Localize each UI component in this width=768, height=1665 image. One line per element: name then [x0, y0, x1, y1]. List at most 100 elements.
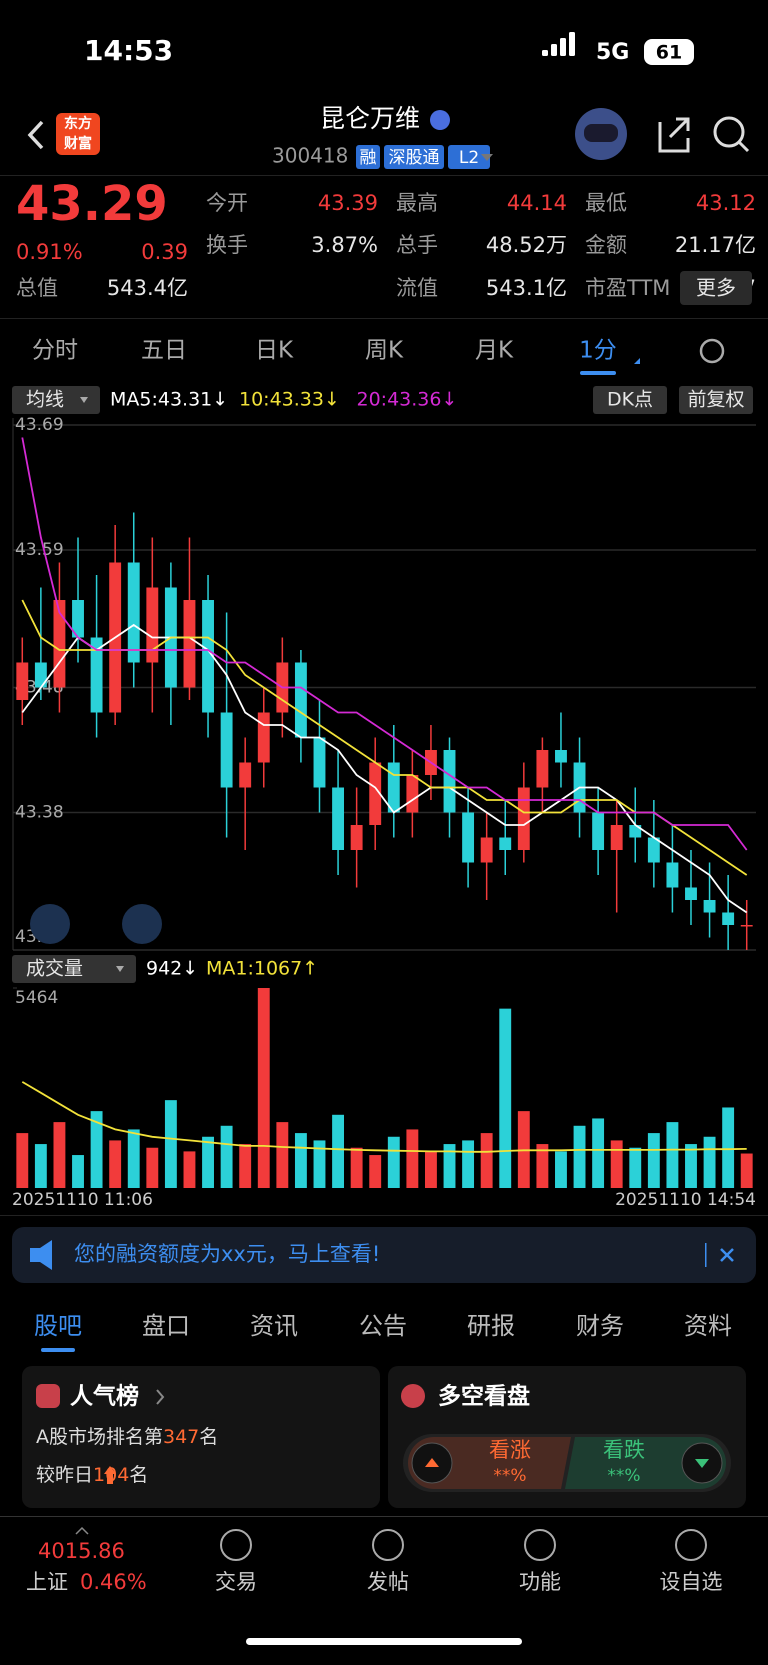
- quote-label: 市盈TTM: [585, 276, 670, 300]
- card-segment: 名: [129, 1464, 148, 1486]
- info-tab[interactable]: 财务: [576, 1312, 624, 1340]
- chart-control[interactable]: [30, 904, 70, 944]
- candle-body: [369, 762, 382, 825]
- volume-bar: [703, 1136, 716, 1188]
- legend-box[interactable]: [12, 955, 136, 983]
- chart-button[interactable]: [593, 386, 667, 414]
- signal-bar: [560, 38, 566, 56]
- volume-bar: [722, 1107, 735, 1188]
- candle-body: [183, 600, 196, 688]
- settings-button[interactable]: [699, 338, 725, 364]
- candle-body: [555, 750, 567, 763]
- vote-down[interactable]: [565, 1437, 726, 1489]
- legend-caret: [80, 397, 88, 403]
- more-button[interactable]: [680, 271, 752, 305]
- nav-label[interactable]: 设自选: [660, 1570, 723, 1594]
- candle-body: [592, 812, 605, 850]
- volume-bar: [239, 1144, 252, 1188]
- legend-box-text: 均线: [26, 389, 64, 411]
- nav-label[interactable]: 功能: [519, 1570, 561, 1594]
- info-tab[interactable]: 资料: [684, 1312, 732, 1340]
- volume-bar: [183, 1151, 196, 1188]
- x-tick-label: 20251110 11:06: [12, 1190, 153, 1210]
- info-tab[interactable]: 股吧: [34, 1312, 82, 1340]
- volume-bar: [406, 1129, 419, 1188]
- volume-bar: [443, 1144, 456, 1188]
- period-tab[interactable]: 分时: [32, 338, 78, 364]
- vote-up[interactable]: [408, 1437, 571, 1489]
- quote-label: 总手: [396, 233, 438, 257]
- legend-item: 20:43.36↓: [357, 389, 458, 411]
- volume-bar: [34, 1144, 47, 1188]
- volume-bar: [127, 1129, 140, 1188]
- divider: [0, 1516, 768, 1517]
- card-segment: 较昨日: [36, 1464, 93, 1486]
- volume-bar: [555, 1151, 567, 1188]
- candle-body: [499, 837, 512, 850]
- period-tab[interactable]: 1分: [579, 338, 617, 364]
- nav-label[interactable]: 发帖: [367, 1570, 409, 1594]
- status-time: 14:53: [84, 34, 173, 67]
- nav-label[interactable]: 交易: [215, 1570, 257, 1594]
- y-tick-label: 5464: [15, 988, 58, 1008]
- quote-label: 流值: [396, 276, 438, 300]
- card-line: A股市场排名第347名: [36, 1426, 218, 1448]
- period-tab[interactable]: 月K: [475, 338, 514, 364]
- nav-icon[interactable]: [524, 1529, 556, 1561]
- banner[interactable]: [12, 1227, 756, 1283]
- quote-label: 最低: [585, 191, 627, 215]
- legend-box[interactable]: [12, 386, 100, 414]
- card-line: 较昨日104名: [36, 1464, 148, 1486]
- period-tab[interactable]: 日K: [255, 338, 294, 364]
- share-button[interactable]: [658, 117, 690, 153]
- volume-bar: [592, 1118, 605, 1188]
- candle-body: [406, 775, 419, 813]
- up-arrow: [104, 1466, 116, 1484]
- tab-corner: [634, 358, 640, 364]
- volume-bar: [313, 1140, 326, 1188]
- quote-label: 今开: [206, 191, 248, 215]
- y-tick-label: 43.59: [15, 540, 64, 560]
- vote-value: **%: [493, 1466, 526, 1486]
- badge-text: 融: [360, 148, 377, 168]
- badge-text: L2: [459, 148, 479, 168]
- volume-bar: [499, 1008, 512, 1188]
- banner-close[interactable]: [720, 1248, 734, 1262]
- info-tab[interactable]: 资讯: [250, 1312, 298, 1340]
- candle-body: [332, 787, 345, 850]
- quote-value: 3.87%: [311, 233, 378, 257]
- candle-body: [610, 825, 623, 850]
- candle-body: [257, 712, 270, 763]
- y-tick-label: 43.69: [15, 415, 64, 435]
- info-tab[interactable]: 公告: [359, 1312, 407, 1340]
- nav-icon[interactable]: [372, 1529, 404, 1561]
- status-network: 5G: [596, 40, 629, 65]
- candle-body: [350, 825, 363, 850]
- back-button[interactable]: [27, 120, 44, 150]
- chart-button[interactable]: [679, 386, 753, 414]
- info-tab[interactable]: 研报: [467, 1312, 515, 1340]
- banner-separator: [705, 1243, 707, 1267]
- info-tab[interactable]: 盘口: [142, 1312, 190, 1340]
- nav-icon[interactable]: [220, 1529, 252, 1561]
- more-text: 更多: [696, 276, 736, 300]
- volume-bar: [146, 1147, 159, 1188]
- search-button[interactable]: [713, 116, 745, 148]
- period-tab[interactable]: 周K: [365, 338, 404, 364]
- candle-body: [34, 662, 47, 688]
- volume-bar: [629, 1147, 642, 1188]
- period-tab[interactable]: 五日: [141, 338, 187, 364]
- volume-bar: [647, 1133, 660, 1188]
- chart-control[interactable]: [122, 904, 162, 944]
- chart-button-text: 前复权: [687, 389, 744, 411]
- dropdown: [481, 154, 493, 161]
- volume-bar: [220, 1125, 233, 1188]
- vote-icon: [401, 1384, 425, 1408]
- logo-line: 财富: [63, 135, 92, 152]
- card-title: 多空看盘: [438, 1383, 530, 1410]
- volume-bar: [164, 1100, 177, 1188]
- nav-icon[interactable]: [675, 1529, 707, 1561]
- candle-body: [53, 600, 66, 688]
- quote-value: 543.4亿: [107, 276, 188, 300]
